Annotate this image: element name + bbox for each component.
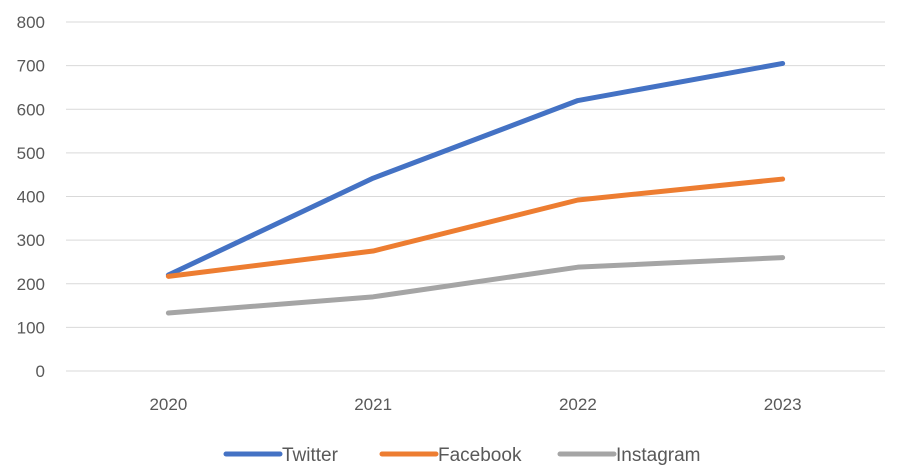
x-tick-label: 2020 — [149, 395, 187, 414]
x-tick-label: 2023 — [764, 395, 802, 414]
legend-label-facebook: Facebook — [438, 445, 522, 465]
legend-label-instagram: Instagram — [616, 445, 700, 465]
y-axis-ticks: 0 100 200 300 400 500 600 700 800 — [17, 13, 45, 381]
y-tick-label: 0 — [36, 362, 45, 381]
series-line-facebook — [165, 176, 786, 279]
x-tick-label: 2022 — [559, 395, 597, 414]
y-tick-label: 700 — [17, 57, 45, 76]
series-line-instagram — [165, 255, 786, 316]
gridlines — [66, 21, 885, 372]
y-tick-label: 200 — [17, 275, 45, 294]
y-tick-label: 800 — [17, 13, 45, 32]
series-lines — [165, 60, 786, 316]
y-tick-label: 400 — [17, 188, 45, 207]
legend: Twitter Facebook Instagram — [223, 445, 700, 465]
y-tick-label: 500 — [17, 144, 45, 163]
series-line-twitter — [165, 60, 786, 278]
legend-label-twitter: Twitter — [282, 445, 339, 465]
y-tick-label: 600 — [17, 100, 45, 119]
x-tick-label: 2021 — [354, 395, 392, 414]
x-axis-ticks: 2020 2021 2022 2023 — [149, 395, 801, 414]
y-tick-label: 300 — [17, 231, 45, 250]
y-tick-label: 100 — [17, 318, 45, 337]
